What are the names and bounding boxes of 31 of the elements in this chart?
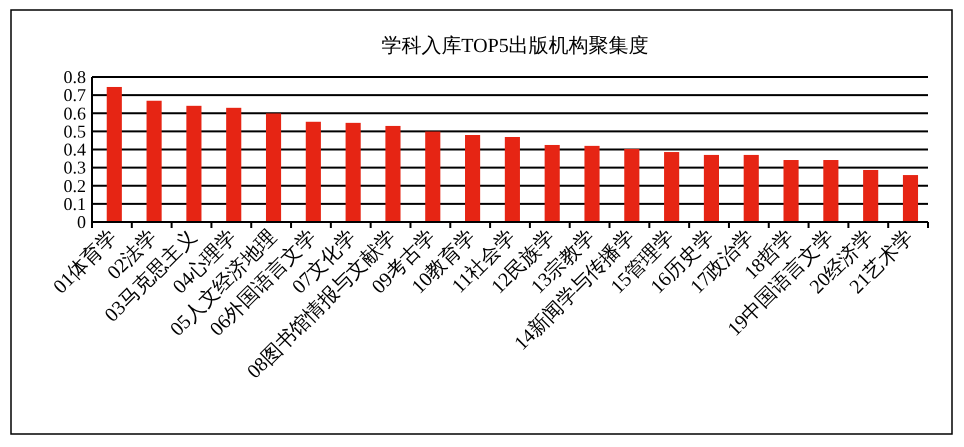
y-tick-label: 0.5 [64, 121, 86, 142]
chart-title: 学科入库TOP5出版机构聚集度 [381, 35, 649, 57]
y-tick-label: 0.7 [64, 85, 86, 106]
bar [106, 86, 122, 222]
bar [902, 175, 918, 222]
bar [186, 106, 202, 222]
bar [306, 122, 321, 222]
bar [783, 160, 799, 222]
y-tick-label: 0.4 [64, 140, 86, 160]
bar [544, 144, 560, 222]
bar [266, 113, 282, 222]
bar [744, 154, 759, 222]
bar [664, 152, 680, 222]
bar [425, 132, 440, 222]
bar [226, 108, 242, 222]
bar [385, 126, 401, 222]
y-tick-label: 0 [77, 212, 86, 232]
bar [624, 148, 640, 222]
y-tick-label: 0.1 [64, 194, 86, 214]
y-tick-label: 0.8 [64, 67, 86, 87]
bar [146, 100, 162, 222]
bar [584, 146, 600, 222]
bar [465, 135, 480, 222]
y-tick-label: 0.2 [64, 176, 86, 196]
bar [346, 122, 361, 222]
y-tick-label: 0.6 [64, 103, 86, 124]
bar [863, 170, 878, 222]
bar [823, 160, 838, 222]
y-tick-label: 0.3 [64, 158, 86, 178]
bar [504, 136, 520, 222]
bar [704, 154, 719, 222]
